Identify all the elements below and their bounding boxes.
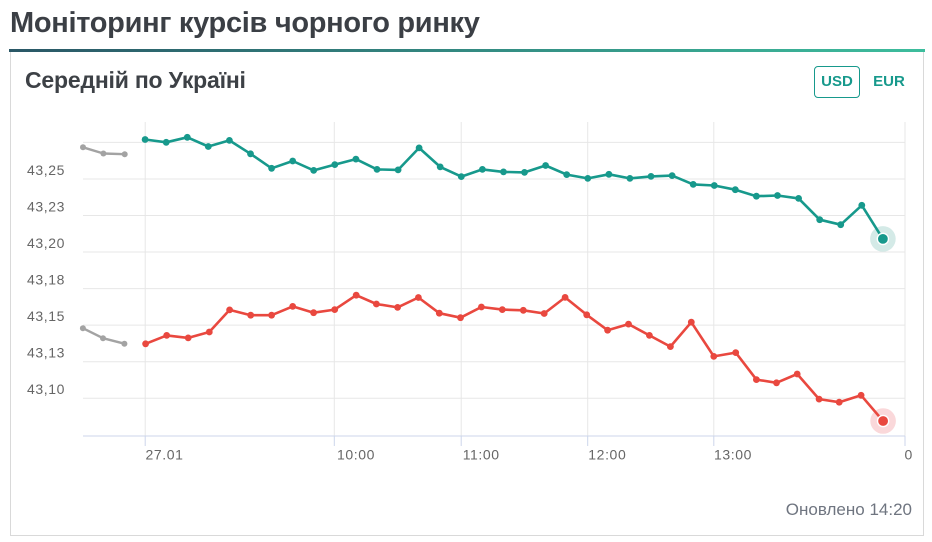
svg-text:27.01: 27.01 bbox=[146, 447, 184, 463]
svg-text:43,15: 43,15 bbox=[27, 308, 65, 324]
svg-text:11:00: 11:00 bbox=[463, 447, 500, 463]
svg-text:43,20: 43,20 bbox=[27, 235, 65, 251]
svg-text:43,23: 43,23 bbox=[27, 199, 65, 215]
svg-text:10:00: 10:00 bbox=[337, 447, 375, 463]
svg-text:0: 0 bbox=[905, 447, 913, 463]
svg-text:12:00: 12:00 bbox=[588, 447, 626, 463]
svg-text:43,18: 43,18 bbox=[27, 272, 65, 288]
svg-text:43,25: 43,25 bbox=[27, 162, 65, 178]
svg-text:43,13: 43,13 bbox=[27, 345, 65, 361]
svg-text:43,10: 43,10 bbox=[27, 381, 65, 397]
svg-text:13:00: 13:00 bbox=[714, 447, 752, 463]
